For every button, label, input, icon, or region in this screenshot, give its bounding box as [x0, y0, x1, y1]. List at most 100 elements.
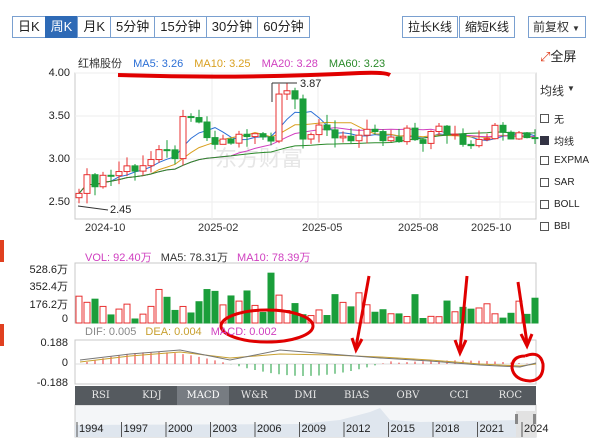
ma10-value: MA10: 3.25 [194, 58, 251, 70]
fullscreen-button[interactable]: ⤢全屏 [540, 46, 576, 65]
period-week-k[interactable]: 周K [44, 16, 79, 38]
indicator-option-boll[interactable]: BOLL [540, 199, 580, 210]
chevron-down-icon: ▼ [572, 24, 580, 33]
candle-body [195, 117, 203, 123]
volume-bar [171, 309, 179, 324]
candle-body [251, 133, 259, 138]
candle-body [379, 131, 387, 142]
checkbox[interactable] [540, 222, 549, 231]
tab-rsi[interactable]: RSI [91, 390, 110, 401]
shrink-kline-button[interactable]: 缩短K线 [459, 16, 516, 38]
tab-kdj[interactable]: KDJ [142, 390, 162, 401]
period-30min[interactable]: 30分钟 [205, 16, 259, 38]
volume-bar [259, 312, 267, 324]
candle-body [155, 149, 163, 161]
ma-line [78, 121, 536, 194]
candle-body [467, 143, 475, 147]
dif-line [79, 349, 537, 368]
period-60min[interactable]: 60分钟 [257, 16, 310, 38]
timeline-selection[interactable] [516, 411, 536, 437]
checkbox[interactable] [540, 178, 549, 187]
option-label: 无 [554, 115, 564, 126]
volume-bar [507, 312, 515, 324]
candle-body [331, 129, 339, 139]
macd-label: 0.188 [40, 337, 68, 349]
volume-bar [323, 315, 331, 324]
low-annotation: 2.45 [110, 204, 131, 216]
candle-body [75, 192, 83, 199]
volume-bar [371, 311, 379, 324]
volume-bar [379, 309, 387, 324]
red-arrow-2-head [453, 339, 468, 357]
tab-dmi[interactable]: DMI [294, 390, 317, 401]
timeline-handle-left[interactable] [515, 414, 518, 424]
volume-bar [211, 290, 219, 324]
red-circle-macd [219, 308, 315, 344]
vol-label: 0 [61, 313, 68, 325]
checkbox-checked[interactable] [540, 136, 549, 145]
candle-body [203, 121, 211, 139]
volume-bar [411, 294, 419, 324]
tab-macd[interactable]: MACD [177, 386, 229, 405]
indicator-option-bbi[interactable]: BBI [540, 221, 570, 232]
tab-bias[interactable]: BIAS [344, 390, 370, 401]
volume-bar [75, 295, 83, 324]
tab-cci[interactable]: CCI [449, 390, 469, 401]
tab-roc[interactable]: ROC [498, 390, 523, 401]
candle-body [427, 130, 435, 144]
checkbox[interactable] [540, 156, 549, 165]
period-15min[interactable]: 15分钟 [154, 16, 207, 38]
checkbox[interactable] [540, 200, 549, 209]
macd-legend: DIF: 0.005 DEA: 0.004 MACD: 0.002 [85, 326, 283, 338]
adjust-select[interactable]: 前复权 ▼ [528, 16, 586, 38]
ma60-value: MA60: 3.23 [328, 58, 386, 70]
volume-bar [435, 316, 443, 324]
indicator-option-none[interactable]: 无 [540, 111, 564, 126]
period-month-k[interactable]: 月K [77, 16, 112, 38]
stretch-kline-button[interactable]: 拉长K线 [402, 16, 459, 38]
volume-bar [315, 309, 323, 324]
candle-body [483, 138, 491, 141]
ma20-value: MA20: 3.28 [261, 58, 318, 70]
candle-body [283, 90, 291, 95]
watermark: 东方财富 [215, 146, 303, 171]
macd-label: -0.188 [36, 377, 68, 389]
dea-value: DEA: 0.004 [145, 326, 202, 338]
candle-body [315, 124, 323, 136]
candles [75, 83, 539, 204]
ma-line [78, 110, 536, 194]
tab-obv[interactable]: OBV [396, 390, 420, 401]
adjust-select-value: 前复权 [533, 20, 570, 34]
timeline-ticks [76, 422, 523, 437]
vol-label: 528.6万 [29, 264, 68, 276]
volume-bar [107, 314, 115, 324]
left-accent [0, 324, 4, 346]
red-arrow-2 [458, 275, 469, 351]
timeline-year-label: 2009 [301, 423, 326, 435]
volume-bar [427, 315, 435, 324]
period-5min[interactable]: 5分钟 [110, 16, 156, 38]
volume-bar [347, 306, 355, 324]
candle-body [387, 136, 395, 142]
indicator-option-sar[interactable]: SAR [540, 177, 575, 188]
ma-lines [78, 110, 536, 194]
ma-legend: 红棉股份 MA5: 3.26 MA10: 3.25 MA20: 3.28 MA6… [78, 55, 393, 71]
indicator-option-expma[interactable]: EXPMA [540, 155, 589, 166]
indicator-option-ma[interactable]: 均线 [540, 133, 574, 148]
candle-body [91, 174, 99, 188]
price-label-4.00: 4.00 [48, 67, 70, 79]
candle-body [291, 90, 299, 100]
candle-body [451, 133, 459, 136]
option-label: 均线 [554, 137, 574, 148]
tab-wr[interactable]: W&R [240, 390, 268, 401]
date-label: 2025-05 [302, 222, 343, 234]
chevron-down-icon[interactable]: ▼ [567, 84, 575, 93]
candle-body [179, 116, 187, 160]
timeline-handle-right[interactable] [533, 414, 536, 424]
volume-bar [483, 303, 491, 324]
timeline-year-label: 1994 [79, 423, 104, 435]
candle-body [267, 136, 275, 142]
candle-body [147, 159, 155, 167]
candle-body [371, 128, 379, 133]
checkbox[interactable] [540, 114, 549, 123]
